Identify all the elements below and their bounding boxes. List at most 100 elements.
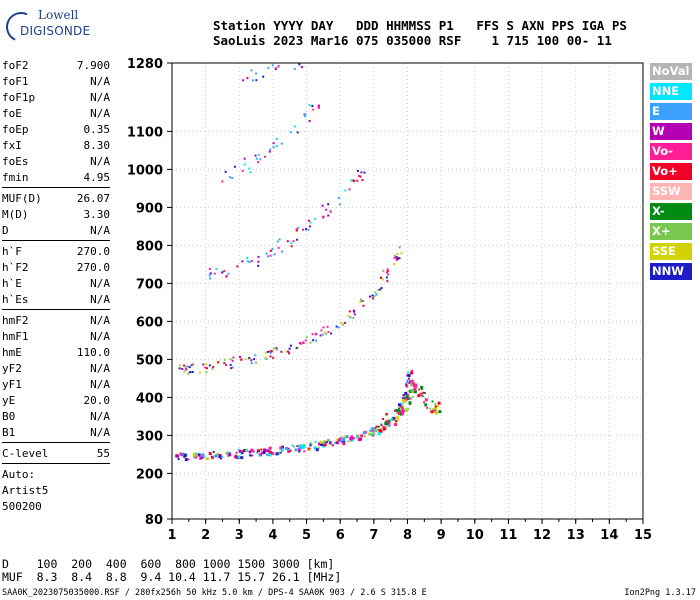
echo-point: [223, 358, 226, 361]
echo-point: [188, 366, 191, 369]
echo-point: [259, 158, 262, 161]
echo-point: [386, 270, 389, 273]
echo-point: [384, 422, 388, 425]
echo-point: [187, 458, 190, 461]
echo-point: [250, 69, 253, 72]
param-value: 8.30: [83, 139, 111, 152]
param-name: D: [2, 224, 9, 237]
param-row: hmE 110.0: [2, 345, 110, 361]
echo-point: [257, 449, 260, 453]
echo-point: [419, 392, 423, 396]
echo-point: [302, 228, 304, 231]
echo-point: [297, 448, 301, 451]
echo-point: [190, 364, 193, 367]
echo-point: [214, 454, 218, 458]
echo-point: [375, 428, 378, 431]
echo-point: [264, 351, 267, 354]
echo-point: [385, 420, 389, 423]
echo-point: [285, 350, 288, 353]
echo-point: [252, 450, 255, 453]
echo-point: [400, 402, 403, 405]
echo-point: [227, 455, 229, 457]
param-value: N/A: [90, 314, 110, 327]
param-row: M(D) 3.30: [2, 207, 110, 223]
echo-point: [295, 347, 298, 350]
echo-point: [254, 354, 257, 357]
echo-point: [208, 268, 211, 270]
param-row: foF1p N/A: [2, 90, 110, 106]
echo-point: [328, 441, 332, 445]
echo-point: [347, 314, 350, 317]
x-tick-label: 14: [600, 528, 618, 543]
echo-point: [211, 367, 214, 370]
echo-point: [317, 107, 320, 109]
echo-point: [360, 171, 363, 174]
y-tick-label: 900: [136, 201, 163, 216]
param-name: foE: [2, 107, 22, 120]
param-name: yF1: [2, 378, 22, 391]
echo-point: [319, 440, 323, 444]
param-name: yE: [2, 394, 16, 407]
echo-point: [198, 453, 201, 456]
echo-point: [241, 452, 244, 454]
echo-point: [374, 427, 377, 430]
echo-point: [353, 310, 356, 313]
echo-point: [342, 442, 346, 446]
echo-point: [298, 444, 302, 448]
echo-point: [268, 150, 271, 153]
echo-point: [199, 371, 201, 374]
echo-point: [381, 278, 384, 281]
echo-point: [216, 452, 219, 455]
echo-point: [437, 405, 440, 408]
echo-point: [209, 277, 212, 280]
echo-point: [208, 364, 211, 367]
y-tick-label: 400: [136, 391, 163, 406]
param-name: M(D): [2, 208, 29, 221]
echo-point: [202, 363, 205, 366]
echo-point: [250, 448, 254, 452]
param-name: foF1: [2, 75, 29, 88]
echo-point: [248, 450, 252, 454]
echo-point: [351, 439, 354, 442]
echo-point: [237, 448, 240, 451]
echo-point: [208, 274, 211, 277]
param-row: C-level 55: [2, 446, 110, 462]
y-tick-label: 1280: [127, 57, 163, 72]
echo-point: [386, 268, 389, 271]
echo-point: [277, 65, 280, 68]
echo-point: [417, 394, 421, 398]
echo-point: [391, 416, 394, 419]
echo-point: [329, 210, 332, 213]
param-value: 3.30: [83, 208, 111, 221]
echo-point: [218, 455, 222, 458]
echo-point: [377, 425, 380, 428]
echo-point: [246, 260, 249, 263]
echo-point: [437, 401, 441, 405]
echo-point: [434, 411, 438, 415]
echo-point: [184, 458, 188, 461]
echo-point: [407, 371, 410, 374]
echo-point: [183, 370, 186, 373]
param-separator: [2, 240, 110, 241]
echo-point: [387, 273, 390, 276]
echo-point: [275, 145, 278, 147]
echo-point: [326, 325, 329, 328]
echo-point: [288, 347, 291, 350]
x-tick-label: 3: [235, 528, 244, 543]
echo-point: [268, 453, 272, 457]
x-tick-label: 15: [634, 528, 652, 543]
echo-point: [305, 336, 308, 339]
echo-point: [212, 450, 215, 453]
echo-point: [398, 407, 400, 410]
echo-point: [294, 448, 298, 452]
echo-point: [405, 408, 408, 412]
echo-point: [317, 105, 320, 108]
param-value: N/A: [90, 362, 110, 375]
param-value: 55: [96, 447, 110, 460]
echo-point: [315, 448, 319, 452]
echo-point: [312, 108, 315, 111]
echo-point: [267, 66, 270, 69]
echo-point: [303, 113, 306, 116]
echo-point: [269, 249, 272, 252]
echo-point: [271, 64, 274, 67]
